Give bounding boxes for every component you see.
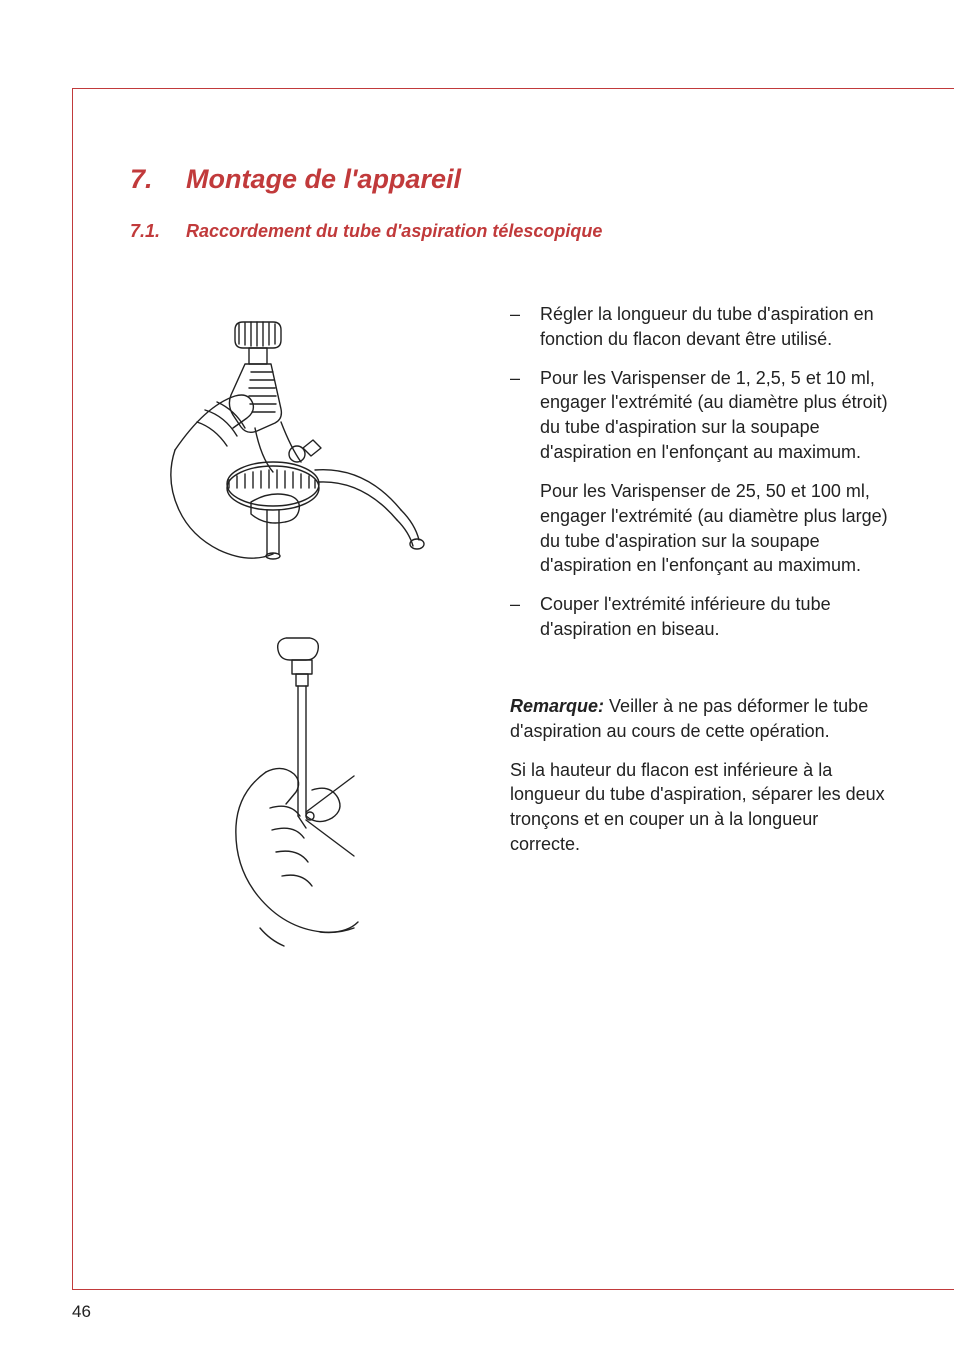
text-column: Régler la longueur du tube d'aspiration … xyxy=(510,302,890,962)
illustration-hand-dispenser xyxy=(155,302,445,592)
remark-label: Remarque: xyxy=(510,696,604,716)
remark-paragraph: Remarque: Veiller à ne pas déformer le t… xyxy=(510,694,890,744)
section-heading: 7.Montage de l'appareil xyxy=(130,164,890,195)
instruction-list: Régler la longueur du tube d'aspiration … xyxy=(510,302,890,642)
page-content: 7.Montage de l'appareil 7.1.Raccordement… xyxy=(130,164,890,962)
list-item-text: Pour les Varispenser de 1, 2,5, 5 et 10 … xyxy=(540,368,888,462)
illustration-column xyxy=(130,302,470,962)
list-item: Pour les Varispenser de 1, 2,5, 5 et 10 … xyxy=(510,366,890,579)
subsection-title: Raccordement du tube d'aspiration télesc… xyxy=(186,221,602,241)
illustration-hand-cutting-tube xyxy=(200,632,400,962)
note-paragraph: Si la hauteur du flacon est inférieure à… xyxy=(510,758,890,857)
list-item-text: Régler la longueur du tube d'aspiration … xyxy=(540,304,874,349)
list-item-text: Couper l'extrémité inférieure du tube d'… xyxy=(540,594,831,639)
notes-block: Remarque: Veiller à ne pas déformer le t… xyxy=(510,694,890,857)
list-item-subtext: Pour les Varispenser de 25, 50 et 100 ml… xyxy=(540,479,890,578)
list-item: Régler la longueur du tube d'aspiration … xyxy=(510,302,890,352)
two-column-layout: Régler la longueur du tube d'aspiration … xyxy=(130,302,890,962)
subsection-heading: 7.1.Raccordement du tube d'aspiration té… xyxy=(130,221,890,242)
section-title: Montage de l'appareil xyxy=(186,164,461,194)
subsection-number: 7.1. xyxy=(130,221,186,242)
section-number: 7. xyxy=(130,164,186,195)
list-item: Couper l'extrémité inférieure du tube d'… xyxy=(510,592,890,642)
page-number: 46 xyxy=(72,1302,91,1322)
